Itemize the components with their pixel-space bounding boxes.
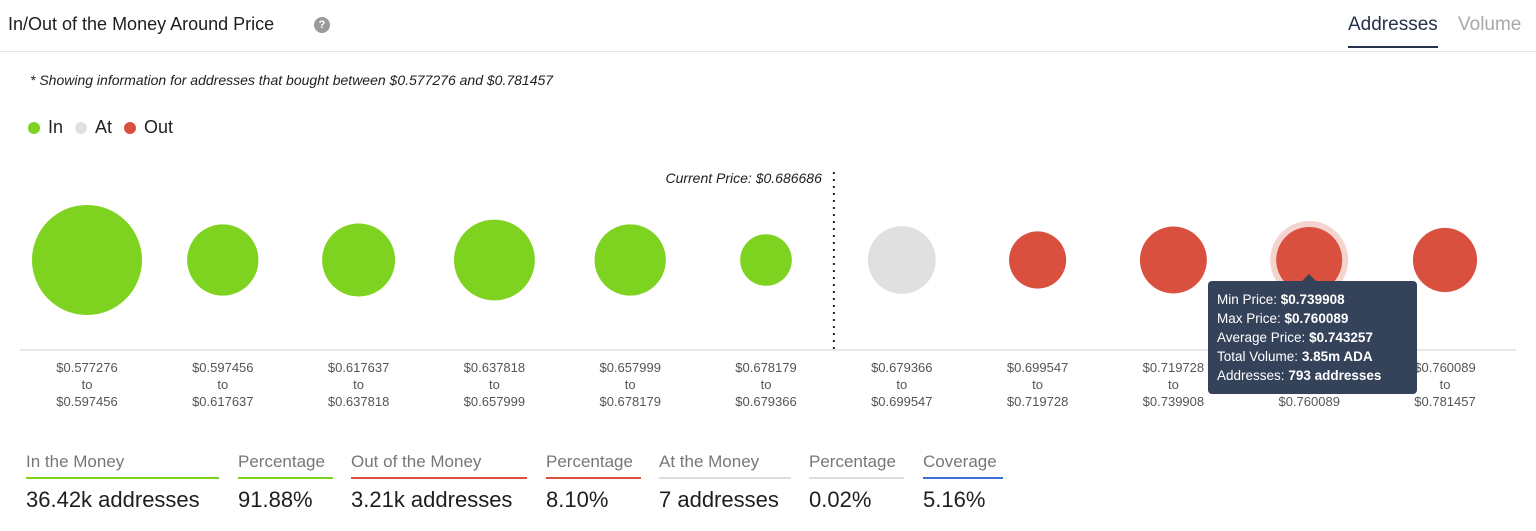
stat-value: 0.02%	[809, 487, 872, 512]
stat-at-percentage: Percentage 0.02%	[809, 452, 904, 513]
bubble-out[interactable]	[1276, 227, 1343, 293]
tab-addresses[interactable]: Addresses	[1348, 14, 1438, 48]
tick-label-to: to	[896, 377, 907, 392]
tick-label-max: $0.739908	[1143, 394, 1204, 409]
legend-item-in[interactable]: In	[28, 117, 63, 138]
legend-label-out: Out	[144, 117, 174, 137]
bubble-out[interactable]	[1139, 226, 1207, 294]
stat-coverage: Coverage 5.16%	[923, 452, 1003, 513]
tick-label-max: $0.597456	[56, 394, 117, 409]
tick-label-to: to	[82, 377, 93, 392]
tick-label-to: to	[353, 377, 364, 392]
tick-label-to: to	[1032, 377, 1043, 392]
stat-value: 91.88%	[238, 487, 313, 512]
legend-item-at[interactable]: At	[75, 117, 112, 138]
stat-out-of-the-money: Out of the Money 3.21k addresses	[351, 452, 527, 513]
bubble-tooltip: Min Price: $0.739908 Max Price: $0.76008…	[1208, 274, 1417, 394]
tick-label-to: to	[625, 377, 636, 392]
tick-label-min: $0.617637	[328, 360, 389, 375]
stat-value: 8.10%	[546, 487, 609, 512]
tick-label-max: $0.617637	[192, 394, 253, 409]
bubble-in[interactable]	[740, 234, 792, 286]
tick-label-max: $0.719728	[1007, 394, 1068, 409]
range-note: * Showing information for addresses that…	[30, 72, 554, 88]
tooltip-min-price: Min Price: $0.739908	[1217, 292, 1345, 307]
tick-label-to: to	[217, 377, 228, 392]
stat-value: 5.16%	[923, 487, 986, 512]
tick-label-max: $0.657999	[464, 394, 525, 409]
stat-label: At the Money	[659, 452, 791, 479]
legend-dot-out	[124, 121, 137, 134]
bubble-chart: $0.577276 to $0.597456 $0.597456 to $0.617637…	[20, 170, 1516, 409]
legend-item-out[interactable]: Out	[124, 117, 173, 138]
tick-label-min: $0.637818	[464, 360, 525, 375]
stat-label: Percentage	[809, 452, 904, 479]
tick-label-max: $0.637818	[328, 394, 389, 409]
stat-label: Percentage	[546, 452, 641, 479]
stat-label: Percentage	[238, 452, 333, 479]
stat-at-the-money: At the Money 7 addresses	[659, 452, 791, 513]
tooltip-max-price: Max Price: $0.760089	[1217, 311, 1349, 326]
bubble-out[interactable]	[1009, 231, 1067, 289]
tick-label-to: to	[761, 377, 772, 392]
tick-label-min: $0.657999	[599, 360, 660, 375]
bubble-in[interactable]	[594, 224, 666, 296]
bubble-in[interactable]	[322, 223, 396, 297]
stat-out-percentage: Percentage 8.10%	[546, 452, 641, 513]
stat-value: 3.21k addresses	[351, 487, 513, 512]
tooltip-avg-price: Average Price: $0.743257	[1217, 330, 1373, 345]
tick-label-max: $0.760089	[1278, 394, 1339, 409]
stat-label: Out of the Money	[351, 452, 527, 479]
current-price-label: Current Price: $0.686686	[665, 170, 822, 186]
tooltip-addresses: Addresses: 793 addresses	[1217, 368, 1382, 383]
stat-value: 7 addresses	[659, 487, 779, 512]
stat-in-percentage: Percentage 91.88%	[238, 452, 333, 513]
legend-dot-in	[28, 121, 40, 134]
bubble-at[interactable]	[867, 226, 936, 294]
tick-label-max: $0.781457	[1414, 394, 1475, 409]
bubble-in[interactable]	[187, 224, 259, 296]
legend-label-in: In	[48, 117, 64, 137]
tick-label-max: $0.678179	[599, 394, 660, 409]
tick-label-min: $0.597456	[192, 360, 253, 375]
tick-label-min: $0.699547	[1007, 360, 1068, 375]
bubble-out[interactable]	[1412, 227, 1478, 293]
tick-label-min: $0.679366	[871, 360, 932, 375]
panel-title: In/Out of the Money Around Price	[8, 14, 275, 34]
tooltip-total-volume: Total Volume: 3.85m ADA	[1217, 349, 1373, 364]
panel-header: In/Out of the Money Around Price ? Addre…	[0, 0, 1536, 52]
legend-label-at: At	[95, 117, 113, 137]
stat-label: In the Money	[26, 452, 219, 479]
stat-label: Coverage	[923, 452, 1003, 479]
bubble-in[interactable]	[32, 205, 142, 315]
tab-volume[interactable]: Volume	[1458, 14, 1522, 35]
tick-label-max: $0.699547	[871, 394, 932, 409]
tick-label-max: $0.679366	[735, 394, 796, 409]
tick-label-min: $0.678179	[735, 360, 796, 375]
tick-label-to: to	[489, 377, 500, 392]
bubble-in[interactable]	[453, 219, 535, 301]
chart-legend: In At Out	[28, 117, 185, 138]
tick-label-min: $0.577276	[56, 360, 117, 375]
question-icon[interactable]: ?	[314, 17, 330, 33]
stat-value: 36.42k addresses	[26, 487, 200, 512]
tick-label-min: $0.719728	[1143, 360, 1204, 375]
tick-label-to: to	[1168, 377, 1179, 392]
legend-dot-at	[75, 121, 88, 134]
tick-label-min: $0.760089	[1414, 360, 1475, 375]
stat-in-the-money: In the Money 36.42k addresses	[26, 452, 219, 513]
tick-label-to: to	[1440, 377, 1451, 392]
